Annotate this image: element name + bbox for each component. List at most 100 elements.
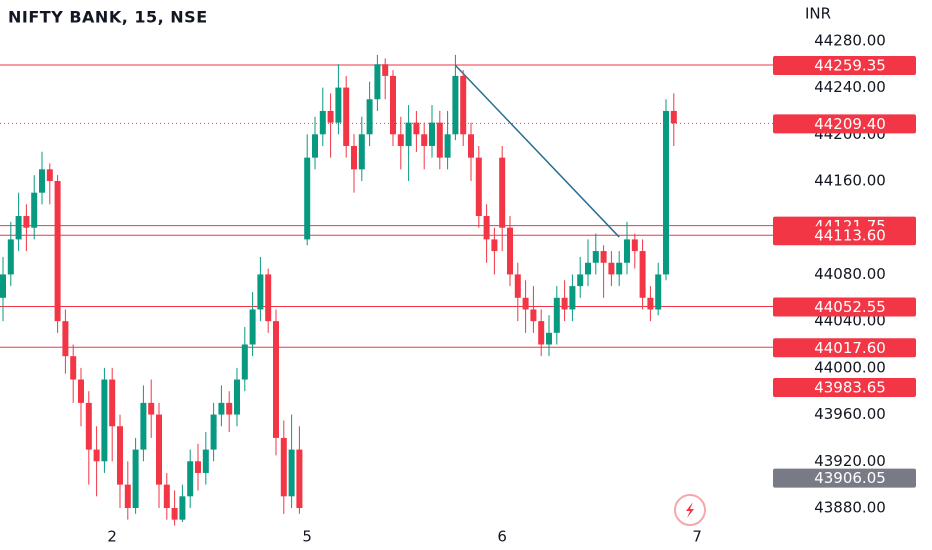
candle-body [39,169,45,193]
candle-body [140,402,147,450]
candle-body [241,344,248,380]
candle-body [546,332,552,345]
price-tag [773,114,916,134]
candle-body [421,134,428,146]
candle-body [483,216,490,240]
candle-body [468,134,474,158]
candle-body [210,414,217,450]
candle-body [647,297,654,310]
x-tick-label: 5 [302,528,312,546]
candle-body [249,309,256,345]
candle-body [179,496,186,520]
candle-body [460,75,467,135]
candle-body [218,402,225,415]
candle-body [31,192,38,228]
price-tag [773,55,916,75]
candle-body [413,122,420,135]
candle-body [436,122,443,158]
candle-body [663,110,669,275]
candle-body [265,274,272,322]
candle-body [23,216,30,228]
y-tick-label: 43960.00 [814,405,886,423]
candle-body [280,437,287,497]
candle-body [15,216,22,240]
y-tick-label: 44280.00 [814,31,886,49]
candle-body [171,507,178,520]
candle-body [70,356,77,380]
candle-body [382,64,389,76]
candle-body [522,297,529,310]
candle-body [195,461,201,473]
candle-body [187,461,194,497]
candle-body [366,99,373,135]
candle-body [234,379,240,415]
candle-body [624,239,630,263]
price-tag [773,468,916,488]
candle-body [202,449,209,473]
candle-body [351,145,357,170]
price-tag-label: 44259.35 [814,56,886,74]
candle-body [397,134,404,146]
candle-body [101,379,108,462]
candle-body [670,110,677,124]
candle-body [561,297,568,310]
price-tag-label: 44017.60 [814,339,886,357]
candle-body [163,484,170,508]
candle-body [7,239,14,275]
candle-body [296,449,303,508]
candle-body [507,227,513,275]
candle-body [608,262,615,275]
price-tag-label: 43906.05 [814,469,886,487]
candle-body [577,274,584,287]
candle-body [93,449,100,462]
candle-body [226,402,233,415]
candle-body [109,379,116,427]
price-tag-label: 43983.65 [814,378,886,396]
candle-body [288,449,295,497]
y-tick-label: 44000.00 [814,358,886,376]
candle-body [312,134,318,158]
candle-body [405,122,412,146]
candle-body [499,157,506,228]
price-tag-label: 44052.55 [814,298,886,316]
candle-body [327,110,334,123]
y-tick-label: 44240.00 [814,78,886,96]
candle-body [358,134,365,170]
candle-body [538,321,545,345]
candle-body [639,251,646,298]
candle-body [444,134,451,158]
x-tick-label: 2 [107,528,117,546]
candle-body [592,251,599,263]
candle-body [62,321,69,357]
x-tick-label: 6 [497,528,507,546]
candle-body [132,449,139,508]
candle-body [631,239,638,252]
candle-body [124,484,131,508]
candle-body [117,426,123,485]
candle-body [514,274,521,298]
candle-body [569,286,576,310]
candle-body [78,379,84,403]
candle-body [156,414,162,485]
y-tick-label: 44080.00 [814,265,886,283]
candle-body [85,402,92,450]
candle-body [0,274,6,298]
chart-title: NIFTY BANK, 15, NSE [8,8,208,27]
price-tag [773,297,916,317]
candle-body [374,64,381,100]
flash-icon[interactable] [674,494,706,526]
candle-body [335,87,342,123]
y-tick-label: 43920.00 [814,452,886,470]
candle-body [585,262,591,275]
candle-body [429,122,435,146]
candle-body [343,87,350,146]
candle-body [616,262,623,275]
candle-body [273,321,279,438]
candle-body [475,157,482,217]
candle-body [491,239,498,252]
candle-body [600,251,607,263]
trendline [454,64,620,238]
price-tag [773,377,916,397]
